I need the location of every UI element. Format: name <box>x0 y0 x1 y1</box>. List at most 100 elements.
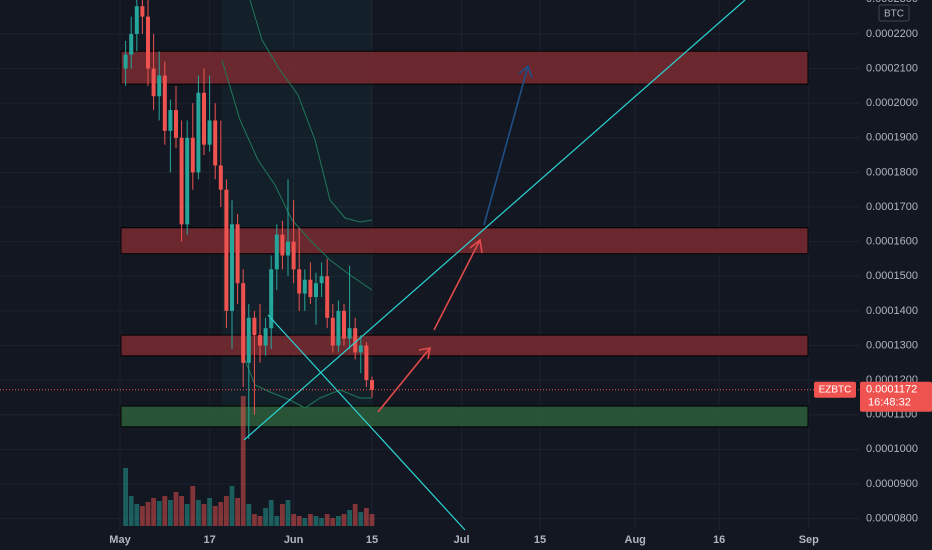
arrow <box>483 64 533 226</box>
candle-body <box>286 241 290 256</box>
candle-body <box>218 165 223 190</box>
volume-bar <box>330 518 336 526</box>
volume-bar <box>252 514 257 526</box>
ma-line <box>244 359 372 409</box>
x-tick-label: Sep <box>799 534 819 546</box>
candle-body <box>280 234 285 256</box>
x-tick-label: May <box>109 534 131 546</box>
y-tick-label: 0.0001800 <box>866 166 918 178</box>
volume-bar <box>207 498 212 526</box>
price-axis <box>860 0 932 550</box>
y-tick-label: 0.0002000 <box>866 97 918 109</box>
candle-body <box>364 345 369 381</box>
candle-body <box>258 335 262 346</box>
candle-body <box>241 283 246 363</box>
candle-body <box>185 137 190 225</box>
candle-body <box>342 310 346 339</box>
volume-bar <box>196 500 201 526</box>
ma-line <box>221 59 373 291</box>
y-tick-label: 0.0001400 <box>866 305 918 317</box>
candle-body <box>162 75 167 131</box>
candle-body <box>134 6 139 34</box>
x-tick-label: 15 <box>366 534 378 546</box>
x-tick-label: Aug <box>625 534 646 546</box>
zone <box>120 50 809 85</box>
volume-bar <box>156 501 162 526</box>
volume-bar <box>179 496 184 526</box>
candle-body <box>157 75 162 97</box>
symbol-box <box>814 381 856 398</box>
volume-bar <box>218 502 224 526</box>
volume-bar <box>168 500 173 526</box>
candle-body <box>263 328 268 346</box>
candle-body <box>336 310 341 346</box>
volume-bar <box>369 514 375 526</box>
volume-bar <box>240 396 246 526</box>
volume-bar <box>212 506 218 526</box>
candle-body <box>274 234 279 270</box>
x-tick-label: Jun <box>284 534 304 546</box>
x-tick-label: 16 <box>713 534 725 546</box>
arrow <box>377 238 483 413</box>
y-tick-label: 0.0001700 <box>866 201 918 213</box>
zone <box>120 334 809 357</box>
volume-bar <box>235 498 240 526</box>
y-tick-label: 0.0001900 <box>866 132 918 144</box>
volume-bar <box>319 518 324 526</box>
candle-body <box>370 380 374 390</box>
price-box <box>860 381 932 412</box>
candle-body <box>330 317 335 346</box>
ma-line <box>249 0 373 223</box>
candle-body <box>190 137 195 173</box>
countdown: 16:48:32 <box>868 397 911 409</box>
last-price: 0.0001172 <box>866 384 917 396</box>
volume-bar <box>128 496 134 526</box>
candle-body <box>269 269 274 329</box>
volume-bar <box>291 514 296 526</box>
candle-body <box>347 328 352 339</box>
y-tick-label: 0.0001600 <box>866 236 918 248</box>
volume-bar <box>246 504 252 526</box>
zone <box>120 227 809 255</box>
symbol: EZBTC <box>819 384 852 395</box>
y-tick-label: 0.0002100 <box>866 62 918 74</box>
candle-body <box>224 189 229 311</box>
x-tick-label: 15 <box>534 534 546 546</box>
candle-body <box>297 269 302 294</box>
candle-body <box>314 283 318 298</box>
volume-bar <box>190 486 196 526</box>
candle-body <box>252 317 257 336</box>
volume-bar <box>341 514 347 526</box>
trendline <box>267 314 466 531</box>
zones <box>120 50 809 428</box>
volume-bar <box>364 508 369 526</box>
y-tick-label: 0.0001500 <box>866 270 918 282</box>
volume-bar <box>145 502 151 526</box>
x-tick-label: Jul <box>454 534 470 546</box>
volume-bar <box>347 510 352 526</box>
x-axis: May 17 Jun 15 Jul 15 Aug 16 Sep <box>109 534 819 546</box>
y-tick-label: 0.0002300 <box>866 0 918 5</box>
volume-bar <box>336 516 341 526</box>
candle-body <box>151 68 156 97</box>
candle-body <box>235 224 240 284</box>
currency-box <box>878 4 910 22</box>
y-tick-label: 0.0001300 <box>866 339 918 351</box>
candle-body <box>213 120 218 166</box>
y-tick-label: 0.0001000 <box>866 443 918 455</box>
volume-bar <box>280 504 285 526</box>
candle-body <box>146 16 150 69</box>
candle-body <box>196 92 201 173</box>
volume-bar <box>257 516 263 526</box>
volume-bar <box>324 514 330 526</box>
candle-body <box>302 279 307 294</box>
candle-body <box>129 33 134 55</box>
candle-body <box>353 328 358 353</box>
candle-body <box>358 345 363 353</box>
volume-bar <box>173 492 179 526</box>
candle-body <box>291 241 296 270</box>
candle-body <box>140 6 145 17</box>
candle-body <box>168 110 173 131</box>
